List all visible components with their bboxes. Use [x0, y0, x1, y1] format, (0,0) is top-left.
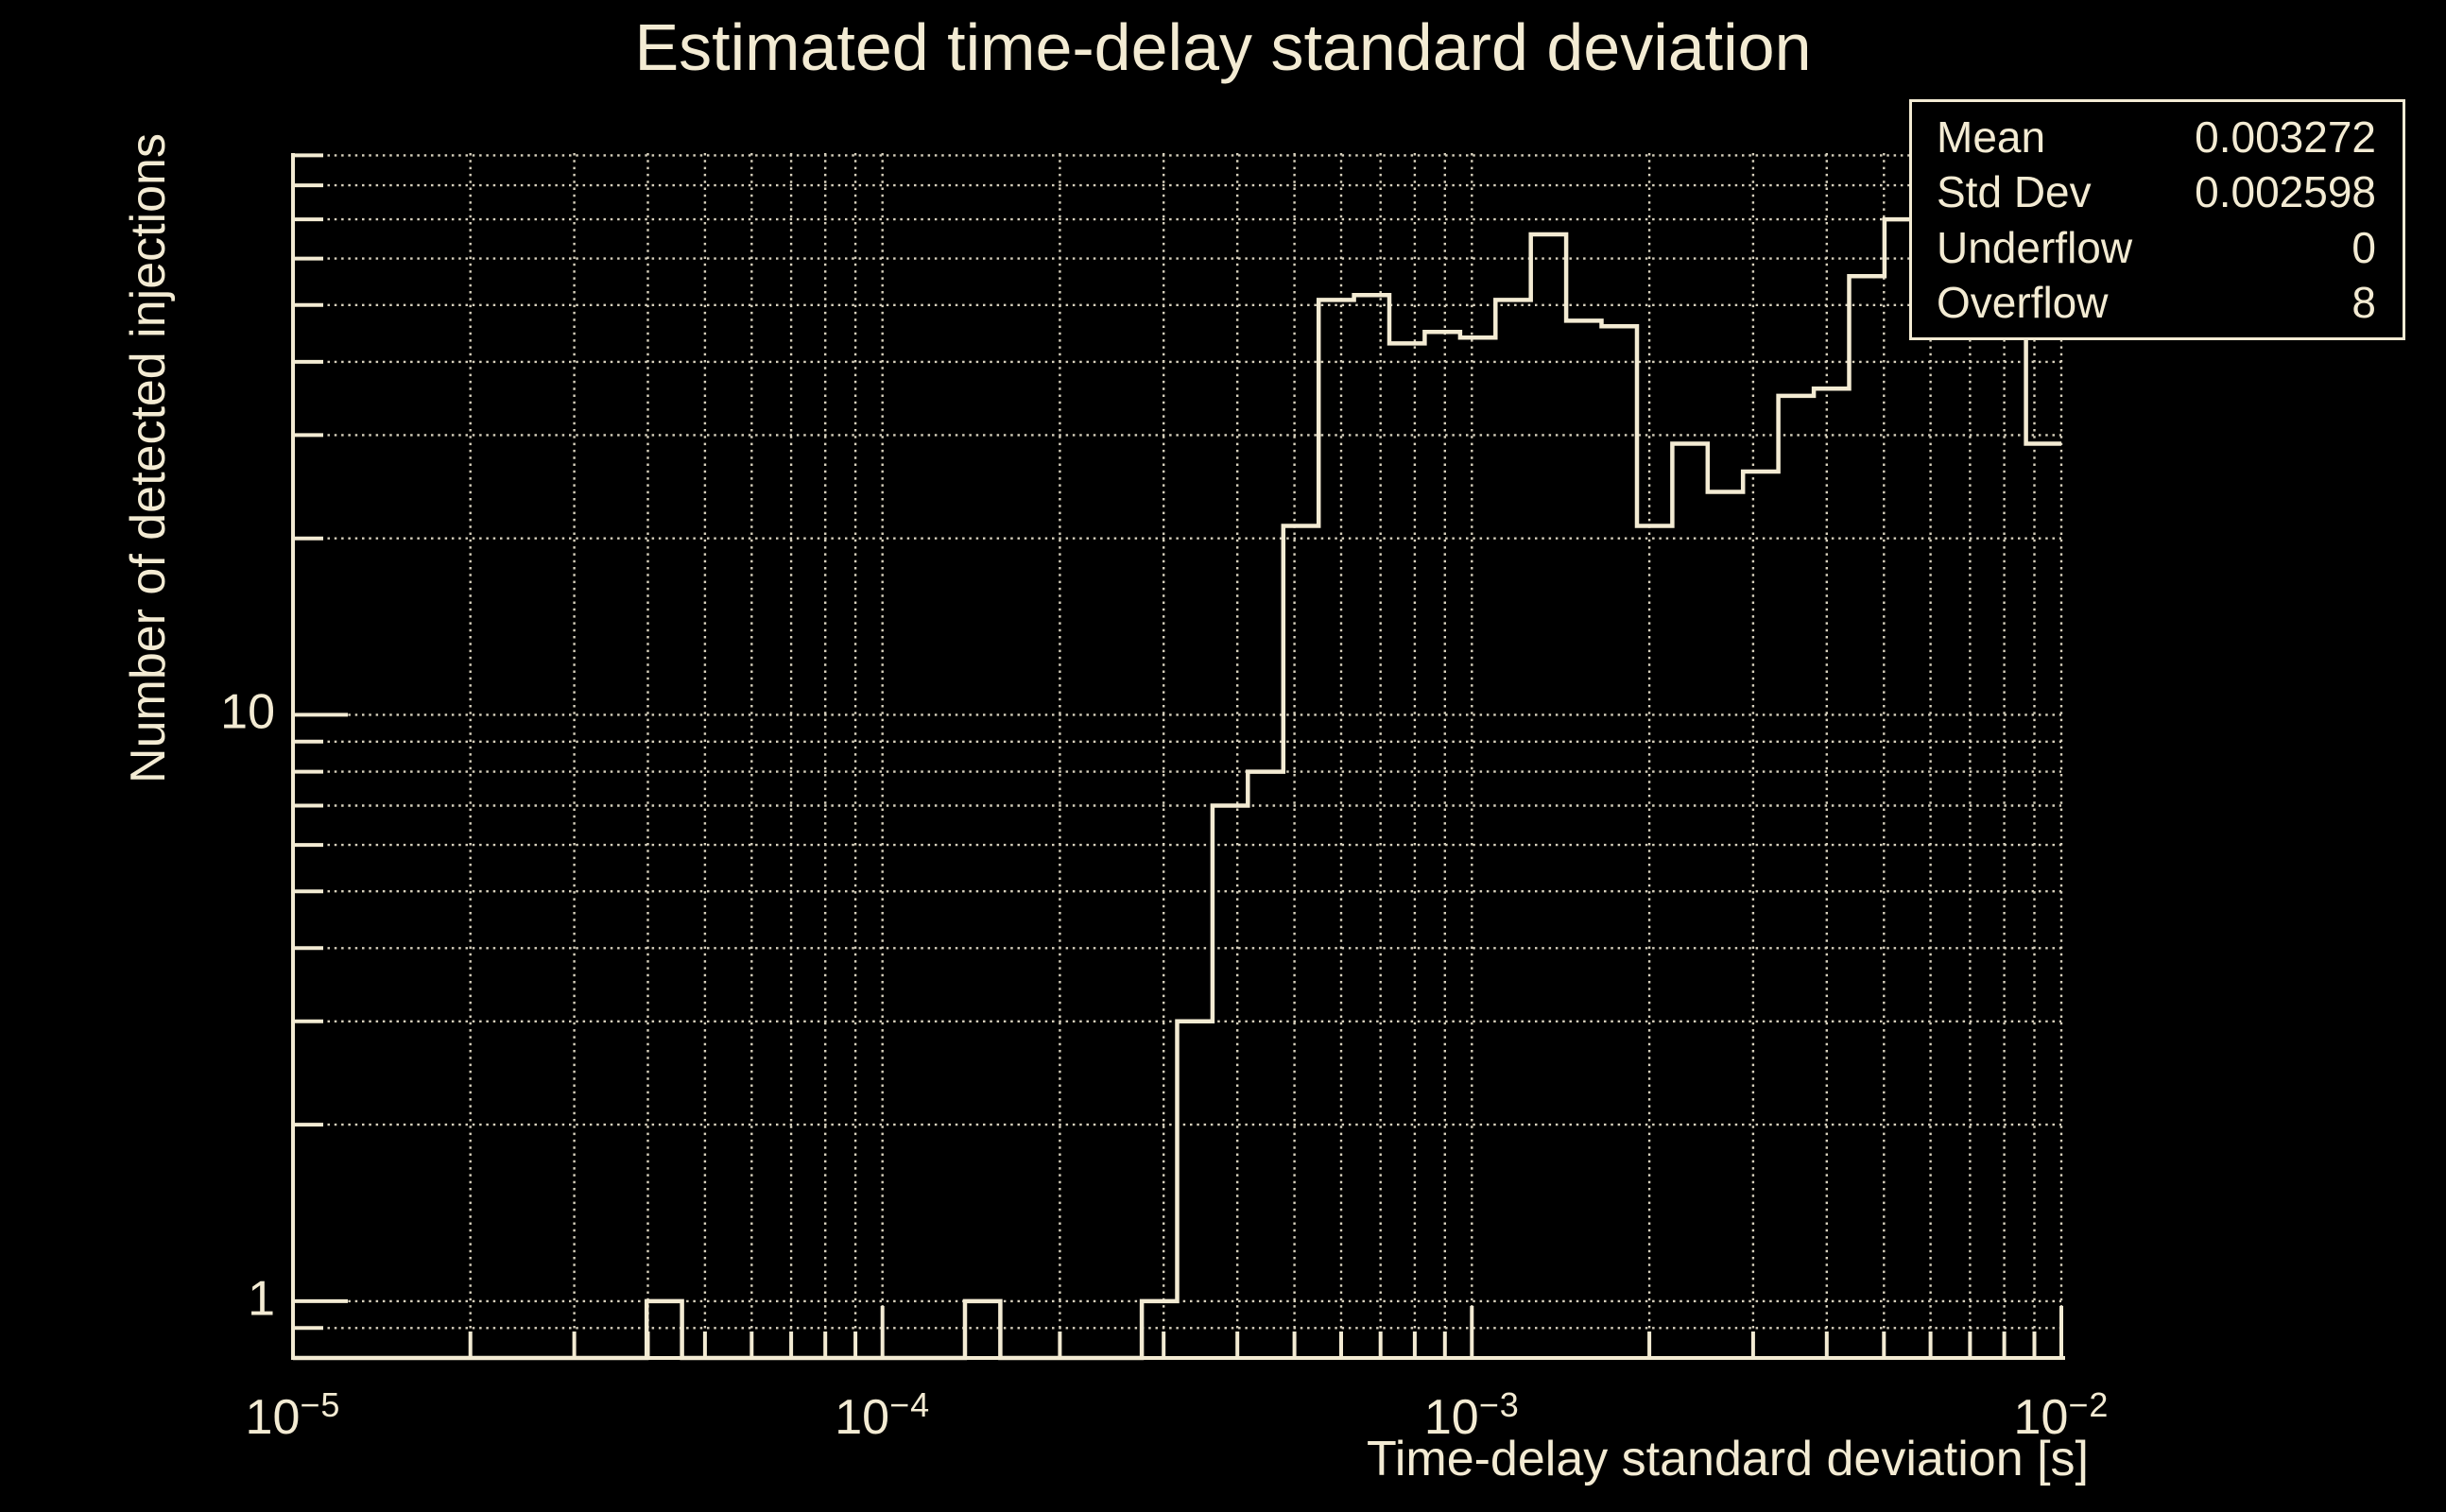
x-tick-label: 10−4 — [835, 1385, 931, 1445]
stats-label: Mean — [1937, 112, 2046, 163]
grid-lines — [291, 153, 2063, 1358]
stats-value: 0 — [2351, 222, 2376, 272]
y-tick-label: 10 — [220, 684, 275, 740]
stats-label: Underflow — [1937, 222, 2133, 272]
stats-value: 0.003272 — [2195, 112, 2376, 163]
x-tick-label: 10−5 — [245, 1385, 341, 1445]
x-tick-label: 10−3 — [1423, 1385, 1520, 1445]
stats-row: Mean 0.003272 — [1912, 115, 2403, 159]
stats-row: Underflow 0 — [1912, 226, 2403, 269]
stats-value: 0.002598 — [2195, 167, 2376, 217]
y-axis-title: Number of detected injections — [121, 133, 176, 783]
stats-row: Overflow 8 — [1912, 281, 2403, 324]
y-tick-label: 1 — [248, 1271, 275, 1327]
x-tick-label: 10−2 — [2013, 1385, 2110, 1445]
stats-label: Std Dev — [1937, 167, 2092, 217]
stats-label: Overflow — [1937, 277, 2109, 327]
stats-value: 8 — [2351, 277, 2376, 327]
histogram-line — [293, 196, 2061, 1361]
x-axis-title: Time-delay standard deviation [s] — [1366, 1432, 2089, 1486]
stats-row: Std Dev 0.002598 — [1912, 170, 2403, 214]
plot-title: Estimated time-delay standard deviation — [634, 10, 1812, 84]
stats-box: Mean 0.003272 Std Dev 0.002598 Underflow 0 Ove… — [1909, 99, 2405, 340]
